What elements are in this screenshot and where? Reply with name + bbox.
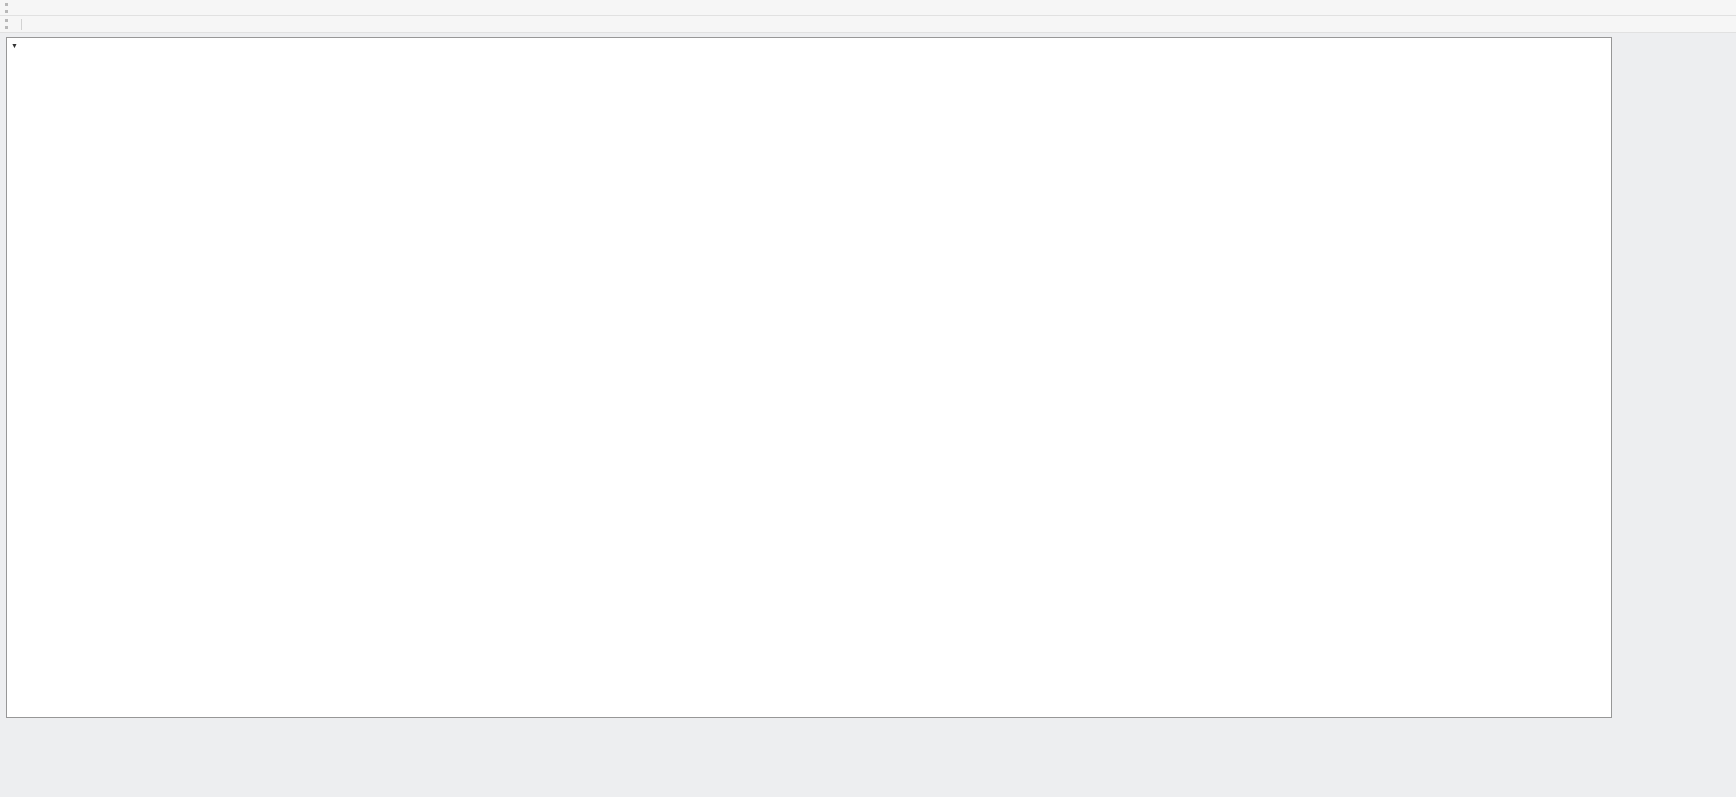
chart-window-china300: ▼ bbox=[6, 37, 1612, 718]
time-axis[interactable] bbox=[7, 698, 1556, 716]
toolbar-standard bbox=[0, 0, 1736, 16]
chart-canvas[interactable] bbox=[7, 38, 1611, 717]
toolbar-separator bbox=[21, 18, 22, 30]
macd-label bbox=[11, 501, 21, 511]
toolbar-tools-timeframes bbox=[0, 16, 1736, 33]
toolbar-grip[interactable] bbox=[5, 2, 13, 13]
chart-workspace: ▼ bbox=[0, 33, 1736, 797]
toolbar-grip-2[interactable] bbox=[5, 19, 13, 29]
chart-title: ▼ bbox=[11, 40, 21, 50]
chart-dropdown-caret-icon[interactable]: ▼ bbox=[11, 43, 18, 50]
rsi-label bbox=[11, 597, 16, 607]
price-axis[interactable] bbox=[1557, 38, 1610, 698]
